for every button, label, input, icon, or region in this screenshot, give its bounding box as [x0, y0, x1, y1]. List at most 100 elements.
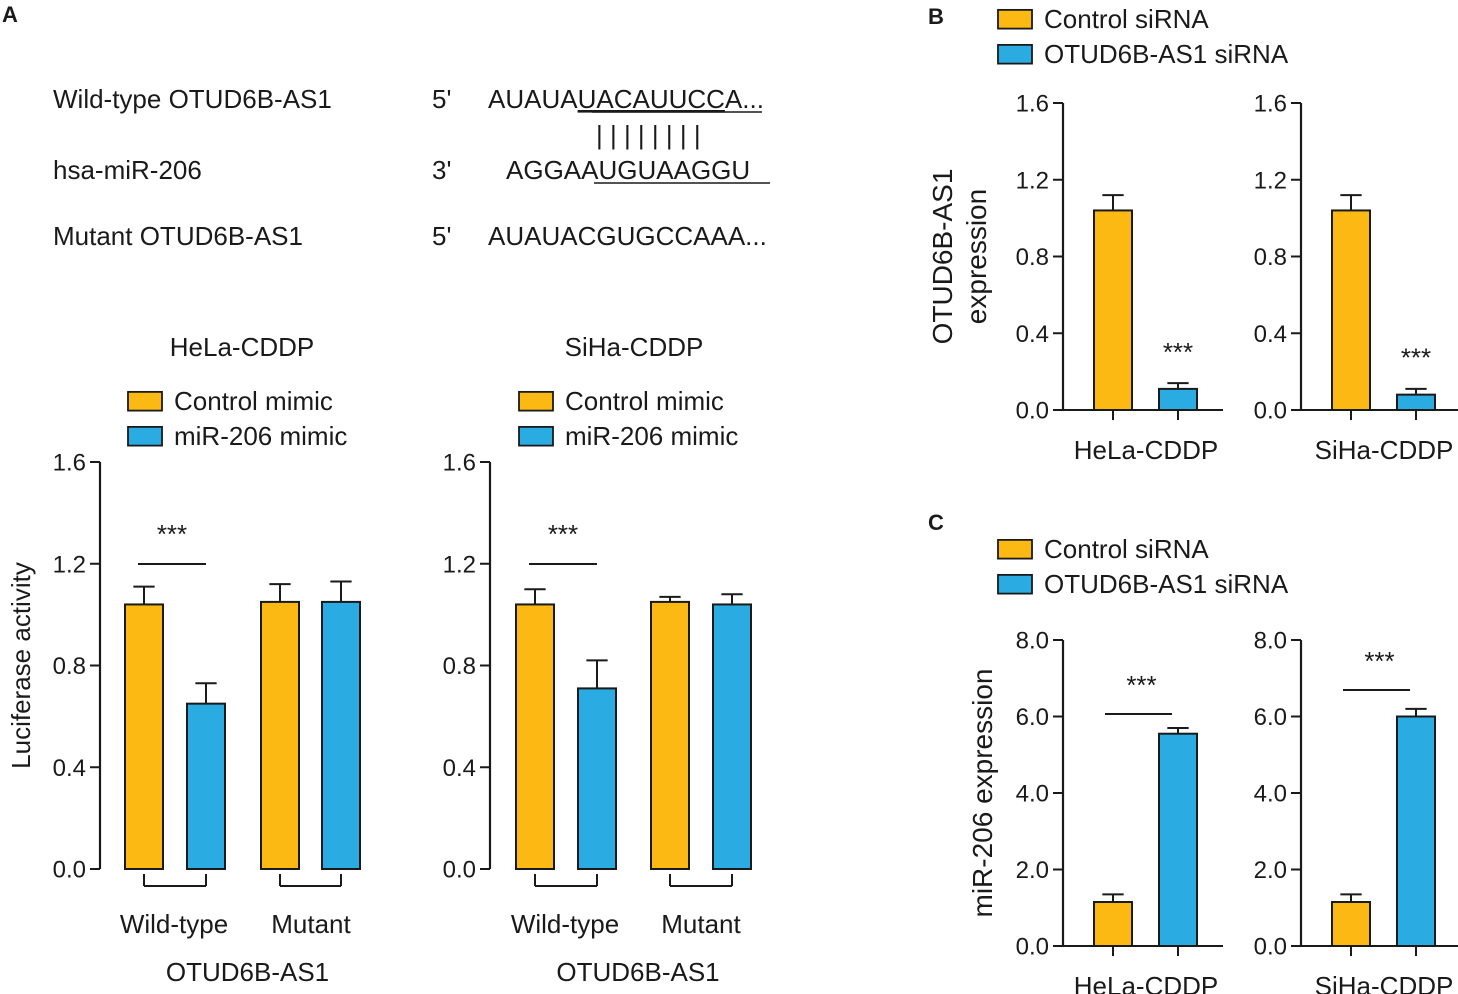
chart-c-legend-swatch [997, 538, 1033, 560]
chart-b-sub-2-x-tick-label: SiHa-CDDP [1315, 435, 1454, 465]
chart-c-sub-1-y-tick-label: 0.0 [1016, 934, 1049, 961]
chart-a-hela-y-tick-label: 0.0 [53, 857, 86, 884]
chart-a-siha-x-tick-label: Mutant [661, 909, 741, 939]
chart-a-siha-y-tick-label: 0.8 [443, 653, 476, 680]
chart-a-hela-significance-label: *** [157, 519, 187, 549]
chart-a-hela-ylabel: Luciferase activity [6, 562, 36, 769]
chart-b-sub-1-significance-label: *** [1163, 337, 1193, 367]
chart-c-sub-1-significance-label: *** [1126, 670, 1156, 700]
mutant-prime: 5' [432, 221, 451, 251]
chart-a-siha: SiHa-CDDP Control mimic miR-206 mimic 0.0 0.… [443, 332, 752, 987]
wild-type-seq-pre: AUAUA [488, 84, 578, 114]
chart-c-sub-2-y-tick-label: 0.0 [1254, 934, 1287, 961]
chart-c-sub-2-significance-label: *** [1364, 646, 1394, 676]
chart-b-legend-swatch [997, 8, 1033, 30]
chart-c-sub-1-y-tick-label: 2.0 [1016, 857, 1049, 884]
chart-b-sub-2-y-tick-label: 0.4 [1254, 321, 1287, 348]
chart-b-sub-1-x-tick-label: HeLa-CDDP [1074, 435, 1219, 465]
chart-a-siha-bar [650, 600, 690, 870]
chart-b-sub-2-y-tick-label: 0.0 [1254, 398, 1287, 425]
chart-a-siha-legend-swatch [518, 390, 554, 412]
chart-a-siha-bar [712, 603, 752, 870]
chart-a-hela-xlabel: OTUD6B-AS1 [166, 957, 329, 987]
charts: HeLa-CDDP Control mimic miR-206 mimic 0.0 0.… [6, 4, 1458, 994]
chart-c-sub-1-bar [1093, 901, 1133, 948]
chart-c-legend-label: Control siRNA [1044, 534, 1209, 564]
chart-c-sub-2-y-tick-label: 2.0 [1254, 857, 1287, 884]
wild-type-sequence: AUAUAUACAUUCCA... [488, 84, 764, 114]
chart-c-sub-1-x-tick-label: HeLa-CDDP [1074, 971, 1219, 994]
mutant-sequence: AUAUACGUGCCAAA... [488, 221, 767, 251]
chart-c-ylabel: miR-206 expression [967, 669, 998, 918]
chart-c-sub-2-y-tick-label: 4.0 [1254, 781, 1287, 808]
mirna-seq-post: U [731, 155, 750, 185]
chart-b-sub-1-bar [1158, 387, 1198, 411]
chart-b-sub-1-y-tick-label: 0.8 [1016, 244, 1049, 271]
chart-b-sub-2-y-tick-label: 0.8 [1254, 244, 1287, 271]
chart-a-hela-legend-swatch [127, 425, 163, 447]
chart-a-siha-legend-swatch [518, 425, 554, 447]
chart-a-hela-bar [124, 603, 164, 870]
chart-a-hela-bar [186, 702, 226, 870]
chart-b-sub-1-y-tick-label: 1.2 [1016, 167, 1049, 194]
chart-b-sub-1-y-tick-label: 1.6 [1016, 91, 1049, 118]
chart-b-legend-label: Control siRNA [1044, 4, 1209, 34]
pairing-bars: | | | | | | | | [596, 120, 701, 150]
chart-b-legend-swatch [997, 43, 1033, 65]
chart-a-hela-x-tick-label: Wild-type [120, 909, 228, 939]
chart-b: Control siRNA OTUD6B-AS1 siRNA 0.0 0.4 0.8 1.… [927, 4, 1458, 465]
chart-c-legend-label: OTUD6B-AS1 siRNA [1044, 569, 1289, 599]
chart-a-siha-y-tick-label: 0.0 [443, 857, 476, 884]
chart-c-sub-1-y-tick-label: 4.0 [1016, 781, 1049, 808]
chart-c-sub-1-y-tick-label: 8.0 [1016, 628, 1049, 655]
chart-c: Control siRNA OTUD6B-AS1 siRNA 0.0 2.0 4.0 6.… [967, 534, 1458, 994]
panel-letter-a: A [2, 2, 18, 27]
chart-b-sub-1-y-tick-label: 0.4 [1016, 321, 1049, 348]
chart-b-sub-2-bar [1331, 209, 1371, 411]
mirna-seq-site: AUGUAAGG [581, 155, 731, 185]
chart-c-sub-1-y-tick-label: 6.0 [1016, 704, 1049, 731]
chart-c-sub-2-y-tick-label: 8.0 [1254, 628, 1287, 655]
chart-a-hela-legend-swatch [127, 390, 163, 412]
chart-b-sub-1-y-tick-label: 0.0 [1016, 398, 1049, 425]
chart-a-siha-legend-label: Control mimic [565, 386, 724, 416]
chart-a-siha-xlabel: OTUD6B-AS1 [556, 957, 719, 987]
chart-b-ylabel-line: OTUD6B-AS1 [927, 169, 958, 345]
mirna-seq-pre: AGGA [506, 155, 582, 185]
chart-b-sub-1-bar [1093, 209, 1133, 411]
chart-a-siha-y-tick-label: 0.4 [443, 755, 476, 782]
chart-a-hela-y-tick-label: 1.6 [53, 450, 86, 477]
mutant-label: Mutant OTUD6B-AS1 [53, 221, 303, 251]
chart-a-siha-y-tick-label: 1.6 [443, 450, 476, 477]
chart-a-hela-legend-label: Control mimic [174, 386, 333, 416]
chart-c-sub-2-bar [1396, 715, 1436, 947]
chart-b-sub-2-significance-label: *** [1401, 343, 1431, 373]
chart-c-sub-1-bar [1158, 732, 1198, 948]
chart-b-sub-2-y-tick-label: 1.6 [1254, 91, 1287, 118]
panel-letter-c: C [928, 510, 944, 535]
chart-a-hela-y-tick-label: 0.8 [53, 653, 86, 680]
mirna-label: hsa-miR-206 [53, 155, 202, 185]
mirna-sequence: AGGAAUGUAAGGU [506, 155, 750, 185]
wild-type-prime: 5' [432, 84, 451, 114]
wild-type-seq-post: A... [725, 84, 764, 114]
chart-a-hela-y-tick-label: 1.2 [53, 551, 86, 578]
chart-c-legend-swatch [997, 573, 1033, 595]
chart-a-hela-y-tick-label: 0.4 [53, 755, 86, 782]
mirna-prime: 3' [432, 155, 451, 185]
chart-c-sub-2-bar [1331, 901, 1371, 948]
chart-b-sub-2-bar [1396, 393, 1436, 411]
chart-a-siha-significance-label: *** [548, 519, 578, 549]
chart-a-siha-legend-label: miR-206 mimic [565, 421, 738, 451]
chart-b-sub-2-y-tick-label: 1.2 [1254, 167, 1287, 194]
chart-a-hela-bar [260, 600, 300, 870]
chart-a-hela-legend-label: miR-206 mimic [174, 421, 347, 451]
chart-a-siha-y-tick-label: 1.2 [443, 551, 476, 578]
chart-a-hela-title: HeLa-CDDP [170, 332, 315, 362]
chart-a-hela: HeLa-CDDP Control mimic miR-206 mimic 0.0 0.… [6, 332, 361, 987]
chart-c-sub-2-y-tick-label: 6.0 [1254, 704, 1287, 731]
chart-a-siha-x-tick-label: Wild-type [511, 909, 619, 939]
panel-letter-b: B [928, 4, 944, 29]
chart-a-hela-bar [321, 600, 361, 870]
chart-c-sub-2-x-tick-label: SiHa-CDDP [1315, 971, 1454, 994]
